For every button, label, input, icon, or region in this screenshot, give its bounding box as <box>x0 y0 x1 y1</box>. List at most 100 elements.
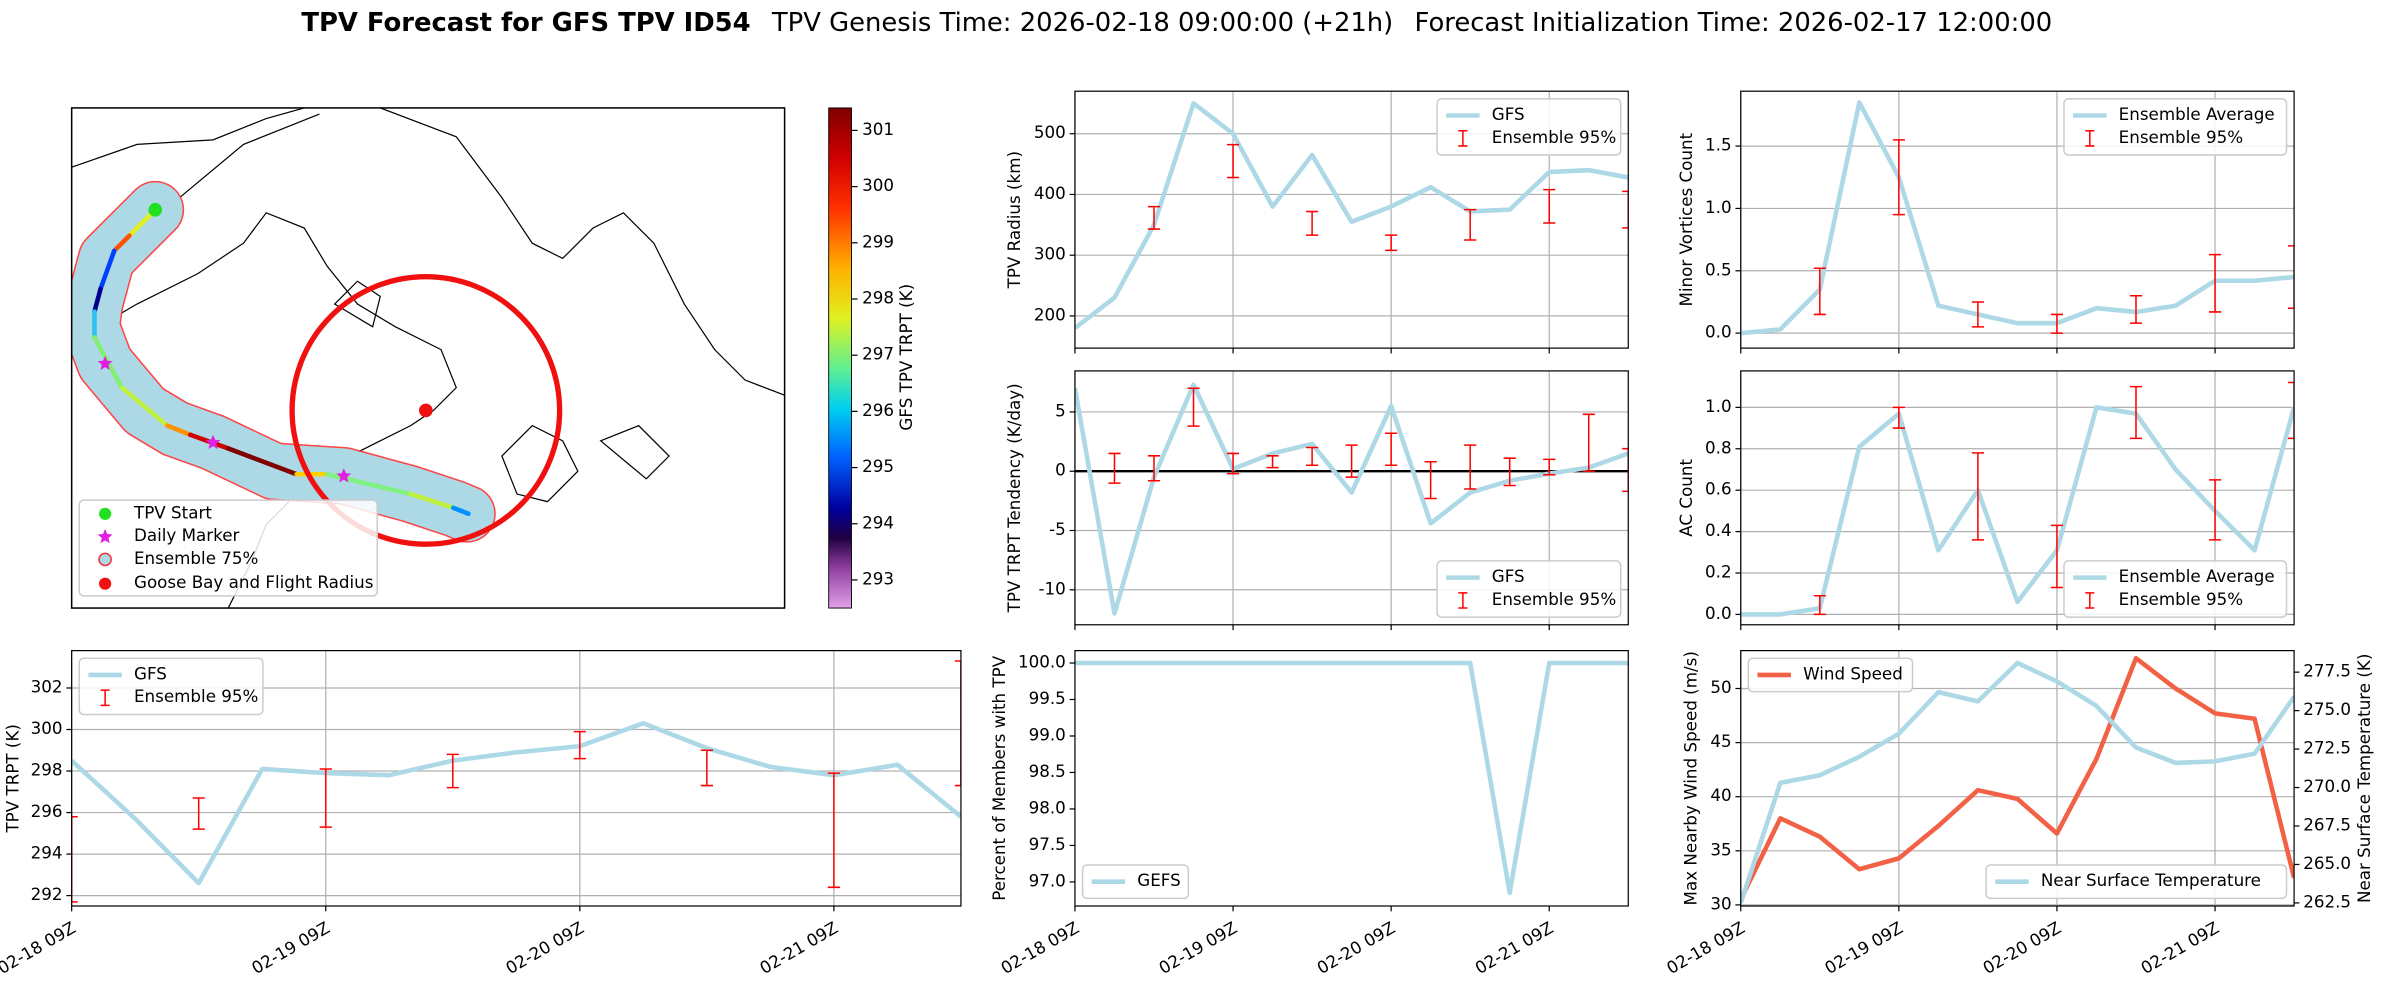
error-bar <box>2050 524 2064 589</box>
series-line <box>1740 100 2295 336</box>
x-tick-label: 02-20 09Z <box>1313 917 1398 978</box>
plot-area <box>1074 650 1629 906</box>
axes-frame <box>1074 370 1629 626</box>
legend-box <box>2063 560 2288 618</box>
colorbar-tick-label: 293 <box>862 568 894 588</box>
y2-tick-label: 272.5 <box>2303 738 2351 758</box>
legend-symbol <box>97 529 113 544</box>
error-bar <box>1385 234 1398 252</box>
y-tick-label: 500 <box>1034 122 1066 142</box>
legend-label: GFS <box>1492 566 1525 586</box>
legend-label: Ensemble Average <box>2119 104 2275 124</box>
y-tick-label: 1.0 <box>1705 396 1732 416</box>
legend-box <box>1747 657 1914 693</box>
error-bar <box>1385 432 1398 467</box>
legend-label: Ensemble 75% <box>134 548 258 568</box>
legend-label: GFS <box>134 663 167 683</box>
init-time: Forecast Initialization Time: 2026-02-17… <box>1415 7 2053 37</box>
y-tick-label: -5 <box>1049 519 1066 539</box>
plot-area <box>1740 650 2295 906</box>
y-axis-label: Percent of Members with TPV <box>989 655 1009 901</box>
error-bar <box>1345 444 1358 478</box>
y-tick-label: 1.0 <box>1705 197 1732 217</box>
axes-frame <box>1074 90 1629 349</box>
legend: Wind Speed <box>1747 657 1914 693</box>
legend-label: Goose Bay and Flight Radius <box>134 572 373 592</box>
axes-frame <box>1740 650 2295 907</box>
error-bar <box>2129 294 2143 324</box>
error-bar <box>446 753 459 789</box>
flight-radius <box>289 274 563 547</box>
colorbar-label: GFS TPV TRPT (K) <box>896 284 916 431</box>
y-tick-label: 0.0 <box>1705 603 1732 623</box>
error-bar <box>319 768 332 828</box>
error-bar <box>827 772 840 889</box>
error-bar <box>1622 447 1629 493</box>
error-bar <box>2050 313 2064 334</box>
error-bar <box>1464 208 1477 241</box>
y-axis-label: TPV Radius (km) <box>1004 151 1024 289</box>
legend: Ensemble Average Ensemble 95% <box>2063 98 2288 156</box>
colorbar-tick-label: 299 <box>862 231 894 251</box>
series-line <box>1740 660 2295 904</box>
axes-frame <box>1074 650 1629 907</box>
daily-markers <box>97 355 352 483</box>
error-bar <box>2288 381 2295 440</box>
y-tick-label: 1.5 <box>1705 135 1732 155</box>
series-line <box>1740 655 2295 901</box>
legend-symbol <box>100 689 110 707</box>
legend: GFS Ensemble 95% <box>1436 560 1622 618</box>
y-tick-label: 50 <box>1710 677 1731 697</box>
error-bar <box>700 749 713 787</box>
x-tick-label: 02-20 09Z <box>1979 917 2064 978</box>
legend-symbol <box>2085 129 2095 147</box>
error-bar <box>1582 413 1595 472</box>
legend-box <box>2063 98 2288 156</box>
error-bar <box>1622 190 1629 229</box>
title: TPV Forecast for GFS TPV ID54 <box>301 7 750 37</box>
x-tick-label: 02-21 09Z <box>756 917 841 978</box>
y-axis-label: TPV TRPT Tendency (K/day) <box>1004 383 1024 613</box>
error-bar <box>1543 458 1556 476</box>
legend-symbol <box>99 577 112 590</box>
genesis-time: TPV Genesis Time: 2026-02-18 09:00:00 (+… <box>771 7 1393 37</box>
legend: Near Surface Temperature <box>1985 864 2288 900</box>
y-tick-label: 5 <box>1055 400 1066 420</box>
legend-label: Wind Speed <box>1803 663 1903 683</box>
x-tick-label: 02-19 09Z <box>1821 917 1906 978</box>
data-layer <box>1074 660 1629 896</box>
error-bar <box>1543 188 1556 224</box>
legend: GFS Ensemble 95% <box>78 657 264 716</box>
error-bar <box>1813 267 1826 316</box>
error-bar <box>2208 479 2222 541</box>
legend-label: Ensemble 95% <box>134 686 258 706</box>
error-bar <box>1306 210 1319 236</box>
error-bar <box>954 660 961 787</box>
panel: 0.0 0.2 0.4 0.6 0.8 1.0 AC Count Ensemble Avera… <box>1676 370 2295 631</box>
error-bar <box>1892 139 1905 216</box>
legend-symbol <box>99 507 112 520</box>
x-tick-label: 02-19 09Z <box>1155 917 1240 978</box>
legend-box <box>1436 98 1622 156</box>
y-tick-label: 300 <box>31 718 63 738</box>
y-tick-label: 35 <box>1710 839 1731 859</box>
y-tick-label: 400 <box>1034 183 1066 203</box>
y-tick-label: 98.5 <box>1029 761 1066 781</box>
y-tick-label: 0.0 <box>1705 322 1732 342</box>
y-tick-label: 99.0 <box>1029 724 1066 744</box>
y2-tick-label: 262.5 <box>2303 891 2351 911</box>
series-line <box>1740 405 2295 617</box>
panel: -10 -5 0 5 TPV TRPT Tendency (K/day) GFS Ensem… <box>1004 370 1629 631</box>
y2-tick-label: 270.0 <box>2303 776 2351 796</box>
colorbar-tick-label: 295 <box>862 456 894 476</box>
y-tick-label: 200 <box>1034 304 1066 324</box>
colorbar <box>828 107 852 609</box>
tpv-start <box>148 202 163 217</box>
series-line <box>1074 101 1629 330</box>
series-line <box>71 721 961 886</box>
legend: Ensemble Average Ensemble 95% <box>2063 560 2288 618</box>
y2-tick-label: 275.0 <box>2303 699 2351 719</box>
y-tick-label: 40 <box>1710 785 1731 805</box>
panel: 200 300 400 500 TPV Radius (km) GFS Ensemble 9… <box>1004 90 1629 354</box>
